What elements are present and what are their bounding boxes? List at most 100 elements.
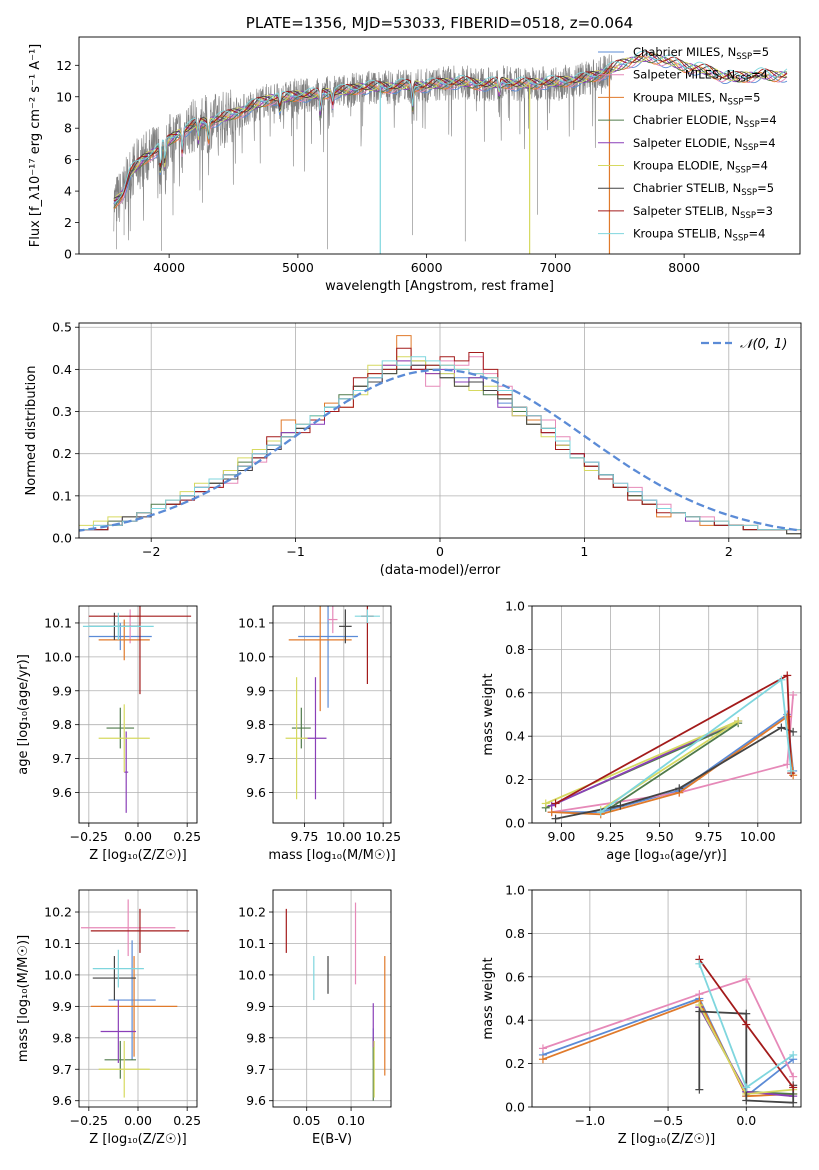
legend-entry: 𝒩(0, 1)	[740, 337, 787, 352]
x-tick-label: 4000	[153, 260, 185, 275]
plot-area	[82, 606, 192, 813]
axes-frame	[272, 889, 392, 1108]
massweight-marker	[538, 1055, 547, 1064]
y-tick-label: 9.8	[246, 1030, 266, 1045]
legend-entry-subscript: SSP	[735, 166, 751, 176]
legend-entry-subscript: SSP	[733, 234, 749, 244]
massweight-marker	[675, 784, 684, 793]
errorbar-kroupa-miles	[288, 606, 352, 712]
plot-area	[79, 335, 801, 535]
legend-entry-name: Kroupa ELODIE, N	[633, 159, 735, 173]
x-tick-label: 10.25	[365, 829, 401, 844]
errorbar-salpeter-elodie	[124, 731, 129, 813]
massweight-marker	[789, 1098, 798, 1107]
legend-entry: Salpeter STELIB, NSSP=3	[633, 204, 773, 221]
y-tick-label: 9.7	[246, 751, 266, 766]
axes-frame	[78, 322, 802, 539]
model-spectrum-chabrier-elodie	[113, 56, 788, 209]
massweight-marker	[695, 959, 704, 968]
x-tick-label: 0.25	[173, 829, 201, 844]
x-tick-label: 6000	[411, 260, 443, 275]
x-axis-label: age [log₁₀(age/yr)]	[606, 848, 727, 863]
massweight-marker	[695, 1085, 704, 1094]
x-tick-label: 9.50	[646, 829, 674, 844]
massweight-marker	[777, 723, 786, 732]
mass-vs-metallicity-panel: −0.25 0.00 0.25 9.6 9.7 9.8 9.9 10.0 10.1 10.2 Z […	[16, 889, 201, 1147]
y-tick-label: 2	[64, 215, 72, 230]
massweight-marker	[787, 766, 796, 775]
legend-entry-subscript: SSP	[728, 97, 744, 107]
errorbar-chabrier-elodie	[291, 707, 311, 749]
y-tick-label: 9.8	[246, 717, 266, 732]
massweight-marker	[789, 1083, 798, 1092]
age-vs-mass-panel: 9.75 10.00 10.25 9.6 9.7 9.8 9.9 10.0 10.1 mass […	[238, 605, 401, 863]
x-tick-label: 10.00	[740, 829, 776, 844]
x-tick-label: 9.75	[291, 829, 319, 844]
y-tick-label: 0.5	[52, 320, 72, 335]
massweight-marker	[616, 801, 625, 810]
y-tick-label: 0.4	[505, 729, 525, 744]
massweight-marker	[742, 1083, 751, 1092]
y-tick-label: 10.2	[44, 905, 72, 920]
x-tick-label: −1	[286, 544, 304, 559]
y-tick-label: 0.2	[52, 446, 72, 461]
massweight-marker	[783, 671, 792, 680]
x-tick-label: 8000	[668, 260, 700, 275]
legend-entry-name: Chabrier STELIB, N	[633, 181, 741, 195]
axes-frame	[272, 605, 392, 824]
x-tick-label: 5000	[282, 260, 314, 275]
legend-entry-subscript: SSP	[735, 75, 751, 85]
errorbar-chabrier-elodie	[104, 1040, 137, 1079]
y-tick-label: 0.6	[505, 685, 525, 700]
plot-area	[80, 899, 190, 1098]
legend-entry-count: =4	[748, 227, 765, 241]
model-spectrum-kroupa-stelib	[113, 50, 788, 204]
x-tick-label: 0	[436, 544, 444, 559]
legend-entry-name: Salpeter MILES, N	[633, 68, 735, 82]
x-tick-label: 10.00	[326, 829, 362, 844]
y-tick-label: 9.6	[246, 1093, 266, 1108]
y-tick-label: 9.7	[52, 1062, 72, 1077]
errorbar-kroupa-elodie	[98, 1040, 150, 1098]
x-tick-label: 0.25	[173, 1113, 201, 1128]
y-tick-label: 9.6	[52, 785, 72, 800]
x-tick-label: −2	[142, 544, 160, 559]
massweight-marker	[695, 1007, 704, 1016]
y-tick-label: 9.6	[52, 1093, 72, 1108]
x-tick-label: 2	[725, 544, 733, 559]
massweight-marker	[742, 1009, 751, 1018]
model-spectrum-chabrier-miles	[113, 56, 788, 205]
legend-entry-subscript: SSP	[736, 52, 752, 62]
histogram-kroupa-stelib	[79, 356, 801, 531]
massweight-vs-metallicity-panel: −1.0 −0.5 0.0 0.0 0.2 0.4 0.6 0.8 1.0 Z [log₁₀(Z/…	[481, 883, 802, 1147]
legend-entry-subscript: SSP	[744, 120, 760, 130]
errorbar-kroupa-stelib	[82, 612, 154, 640]
legend-entry-name: Chabrier ELODIE, N	[633, 113, 744, 127]
errorbar-chabrier-miles	[88, 622, 152, 651]
y-tick-label: 10.0	[44, 967, 72, 982]
y-tick-label: 0.2	[505, 772, 525, 787]
massweight-marker	[789, 727, 798, 736]
x-tick-label: −0.25	[70, 829, 108, 844]
y-tick-label: 10.0	[44, 649, 72, 664]
model-spectrum-salpeter-miles	[113, 55, 788, 207]
x-tick-label: 0.0	[736, 1113, 756, 1128]
y-tick-label: 0.4	[505, 1013, 525, 1028]
y-tick-label: 0.2	[505, 1056, 525, 1071]
y-tick-label: 1.0	[505, 883, 525, 898]
x-axis-label: Z [log₁₀(Z/Z☉)]	[618, 1132, 715, 1147]
y-tick-label: 1.0	[505, 599, 525, 614]
x-axis-label: wavelength [Angstrom, rest frame]	[325, 279, 554, 294]
legend-entry: Chabrier STELIB, NSSP=5	[633, 181, 774, 198]
y-tick-label: 10.0	[238, 967, 266, 982]
plot-area	[538, 955, 798, 1107]
axes-frame	[78, 889, 198, 1108]
y-tick-label: 0.0	[52, 531, 72, 546]
axes-frame	[78, 36, 801, 255]
massweight-marker	[789, 690, 798, 699]
errorbar-chabrier-elodie	[106, 707, 135, 749]
errorbar-salpeter-miles	[80, 899, 176, 957]
massweight-marker	[538, 1044, 547, 1053]
massweight-marker	[551, 814, 560, 823]
x-axis-label: (data-model)/error	[380, 563, 501, 578]
